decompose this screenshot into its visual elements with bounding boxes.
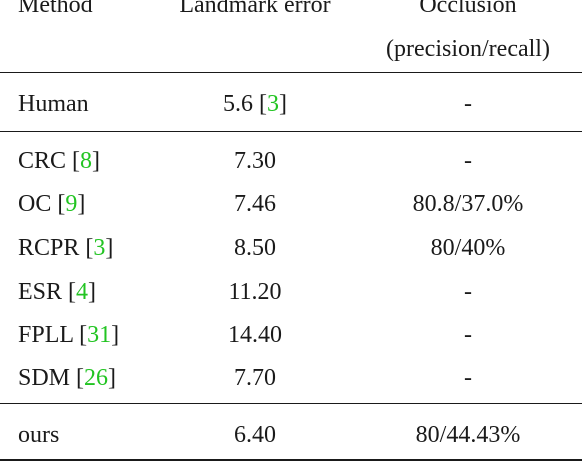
citation-link[interactable]: 3 bbox=[93, 235, 106, 261]
citation-link[interactable]: 9 bbox=[65, 191, 78, 217]
table-row-occlusion: - bbox=[464, 365, 472, 391]
citation-link[interactable]: 3 bbox=[267, 91, 279, 117]
table-row-occlusion: - bbox=[464, 322, 472, 348]
header-rule bbox=[0, 72, 582, 73]
group-rule bbox=[0, 403, 582, 404]
table-row-occlusion: - bbox=[464, 279, 472, 305]
table-row-method: ours bbox=[18, 422, 60, 448]
group-rule bbox=[0, 131, 582, 132]
table-row-landmark: 8.50 bbox=[234, 235, 276, 261]
table-row-landmark: 14.40 bbox=[228, 322, 282, 348]
table-row-landmark: 7.30 bbox=[234, 148, 276, 174]
table-row-landmark: 11.20 bbox=[228, 279, 282, 305]
table-row-occlusion: 80/40% bbox=[430, 235, 506, 261]
header-landmark-error: Landmark error bbox=[179, 0, 331, 18]
bottom-rule bbox=[0, 459, 582, 461]
table-row-landmark: 5.6 [3] bbox=[223, 91, 287, 117]
header-method: Method bbox=[18, 0, 93, 18]
citation-link[interactable]: 8 bbox=[80, 148, 93, 174]
table-row-method: RCPR [3] bbox=[18, 235, 114, 261]
table-row-method: Human bbox=[18, 91, 89, 117]
table-row-occlusion: - bbox=[464, 91, 472, 117]
table-row-method: SDM [26] bbox=[18, 365, 117, 391]
header-occlusion: Occlusion bbox=[419, 0, 517, 18]
table-row-landmark: 7.46 bbox=[234, 191, 276, 217]
citation-link[interactable]: 31 bbox=[87, 322, 112, 348]
citation-link[interactable]: 4 bbox=[76, 279, 89, 305]
table-row-method: OC [9] bbox=[18, 191, 86, 217]
table-row-method: FPLL [31] bbox=[18, 322, 120, 348]
table-row-landmark: 7.70 bbox=[234, 365, 276, 391]
table-row-occlusion: 80.8/37.0% bbox=[412, 191, 524, 217]
table-row-method: CRC [8] bbox=[18, 148, 101, 174]
table-row-landmark: 6.40 bbox=[234, 422, 276, 448]
table-row-occlusion: - bbox=[464, 148, 472, 174]
table-row-occlusion: 80/44.43% bbox=[415, 422, 521, 448]
header-occlusion-subtitle: (precision/recall) bbox=[386, 36, 550, 62]
citation-link[interactable]: 26 bbox=[84, 365, 109, 391]
table-row-method: ESR [4] bbox=[18, 279, 97, 305]
